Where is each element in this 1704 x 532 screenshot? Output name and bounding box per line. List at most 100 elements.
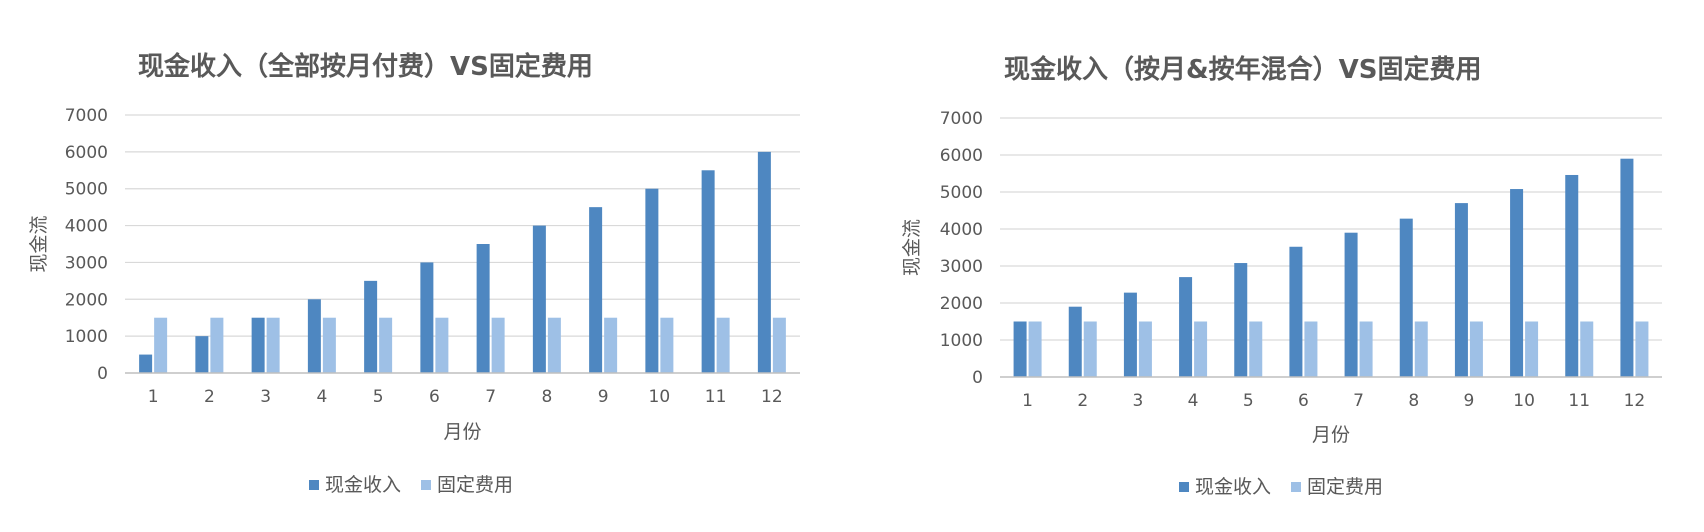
x-tick-label: 10 — [649, 387, 671, 407]
x-tick-label: 5 — [1243, 391, 1254, 411]
x-tick-label: 1 — [1022, 391, 1033, 411]
y-tick-label: 4000 — [940, 220, 983, 240]
bar-cash-income — [532, 225, 546, 373]
legend-swatch-fixed-cost — [421, 480, 431, 490]
y-tick-label: 4000 — [65, 217, 108, 237]
bar-fixed-cost — [1138, 321, 1152, 377]
y-tick-label: 5000 — [65, 180, 108, 200]
x-tick-label: 9 — [1464, 391, 1475, 411]
legend-label-fixed-cost: 固定费用 — [1307, 476, 1383, 498]
legend: 现金收入 固定费用 — [309, 474, 513, 496]
y-tick-label: 1000 — [940, 331, 983, 351]
y-tick-label: 7000 — [940, 109, 983, 129]
bar-fixed-cost — [1304, 321, 1318, 377]
y-axis-title: 现金流 — [28, 215, 50, 272]
bar-cash-income — [1399, 218, 1413, 377]
x-tick-label: 9 — [598, 387, 609, 407]
x-tick-label: 3 — [260, 387, 271, 407]
legend-swatch-fixed-cost — [1291, 482, 1301, 492]
bar-cash-income — [1454, 203, 1468, 377]
bar-cash-income — [1344, 232, 1358, 377]
x-tick-label: 6 — [429, 387, 440, 407]
bar-cash-income — [307, 299, 321, 373]
bar-fixed-cost — [1249, 321, 1263, 377]
y-tick-label: 5000 — [940, 183, 983, 203]
x-tick-label: 12 — [1624, 391, 1646, 411]
x-tick-label: 7 — [1353, 391, 1364, 411]
bar-fixed-cost — [1414, 321, 1428, 377]
y-tick-label: 3000 — [65, 253, 108, 273]
bar-fixed-cost — [604, 317, 618, 373]
bar-cash-income — [1179, 277, 1193, 377]
bar-fixed-cost — [435, 317, 449, 373]
bar-fixed-cost — [322, 317, 336, 373]
x-tick-label: 7 — [485, 387, 496, 407]
x-tick-label: 11 — [1568, 391, 1590, 411]
x-tick-label: 5 — [373, 387, 384, 407]
bar-fixed-cost — [716, 317, 730, 373]
legend: 现金收入 固定费用 — [1179, 476, 1383, 498]
y-tick-label: 2000 — [940, 294, 983, 314]
x-tick-label: 8 — [1408, 391, 1419, 411]
y-tick-label: 0 — [972, 368, 983, 388]
bar-cash-income — [1565, 174, 1579, 377]
x-tick-label: 6 — [1298, 391, 1309, 411]
bar-fixed-cost — [1083, 321, 1097, 377]
bar-fixed-cost — [379, 317, 393, 373]
x-tick-label: 4 — [316, 387, 327, 407]
x-tick-label: 11 — [705, 387, 727, 407]
y-axis-title: 现金流 — [901, 219, 923, 276]
bar-fixed-cost — [1028, 321, 1042, 377]
chart-title: 现金收入（全部按月付费）VS固定费用 — [138, 51, 593, 82]
bar-fixed-cost — [1580, 321, 1594, 377]
chart-full-monthly: 现金收入（全部按月付费）VS固定费用 0 1000 2000 3000 4000 5000 6… — [28, 51, 800, 496]
y-tick-label: 6000 — [65, 143, 108, 163]
x-tick-label: 1 — [148, 387, 159, 407]
bar-cash-income — [251, 317, 265, 373]
x-tick-label: 4 — [1188, 391, 1199, 411]
bar-fixed-cost — [491, 317, 505, 373]
bar-cash-income — [757, 151, 771, 373]
bar-cash-income — [364, 280, 378, 373]
bar-fixed-cost — [547, 317, 561, 373]
bar-cash-income — [476, 244, 490, 373]
bar-cash-income — [645, 188, 659, 373]
legend-label-cash-income: 现金收入 — [325, 474, 401, 496]
bar-cash-income — [1123, 292, 1137, 377]
bar-cash-income — [1510, 189, 1524, 377]
x-tick-label: 8 — [541, 387, 552, 407]
y-tick-label: 3000 — [940, 257, 983, 277]
legend-swatch-cash-income — [1179, 482, 1189, 492]
bar-cash-income — [139, 354, 153, 373]
bar-cash-income — [1013, 321, 1027, 377]
bar-fixed-cost — [1525, 321, 1539, 377]
x-tick-label: 2 — [204, 387, 215, 407]
chart-title: 现金收入（按月&按年混合）VS固定费用 — [1004, 54, 1482, 85]
y-tick-label: 2000 — [65, 290, 108, 310]
bar-cash-income — [1620, 158, 1634, 377]
x-tick-label: 12 — [761, 387, 783, 407]
bar-fixed-cost — [1469, 321, 1483, 377]
legend-swatch-cash-income — [309, 480, 319, 490]
bar-cash-income — [701, 170, 715, 373]
bar-fixed-cost — [1194, 321, 1208, 377]
bar-fixed-cost — [1635, 321, 1649, 377]
y-tick-label: 6000 — [940, 146, 983, 166]
y-tick-label: 1000 — [65, 327, 108, 347]
bar-cash-income — [1234, 263, 1248, 377]
legend-label-fixed-cost: 固定费用 — [437, 474, 513, 496]
bar-fixed-cost — [210, 317, 224, 373]
x-tick-label: 10 — [1513, 391, 1535, 411]
bar-cash-income — [1289, 246, 1303, 377]
bar-fixed-cost — [660, 317, 674, 373]
x-axis-title: 月份 — [443, 421, 481, 443]
legend-label-cash-income: 现金收入 — [1195, 476, 1271, 498]
x-axis-title: 月份 — [1312, 424, 1350, 446]
y-tick-label: 7000 — [65, 106, 108, 126]
bar-cash-income — [420, 262, 434, 373]
x-tick-label: 3 — [1133, 391, 1144, 411]
x-tick-label: 2 — [1077, 391, 1088, 411]
chart-mixed-monthly-yearly: 现金收入（按月&按年混合）VS固定费用 0 1000 2000 3000 4000 5000… — [901, 54, 1662, 498]
bar-fixed-cost — [266, 317, 280, 373]
